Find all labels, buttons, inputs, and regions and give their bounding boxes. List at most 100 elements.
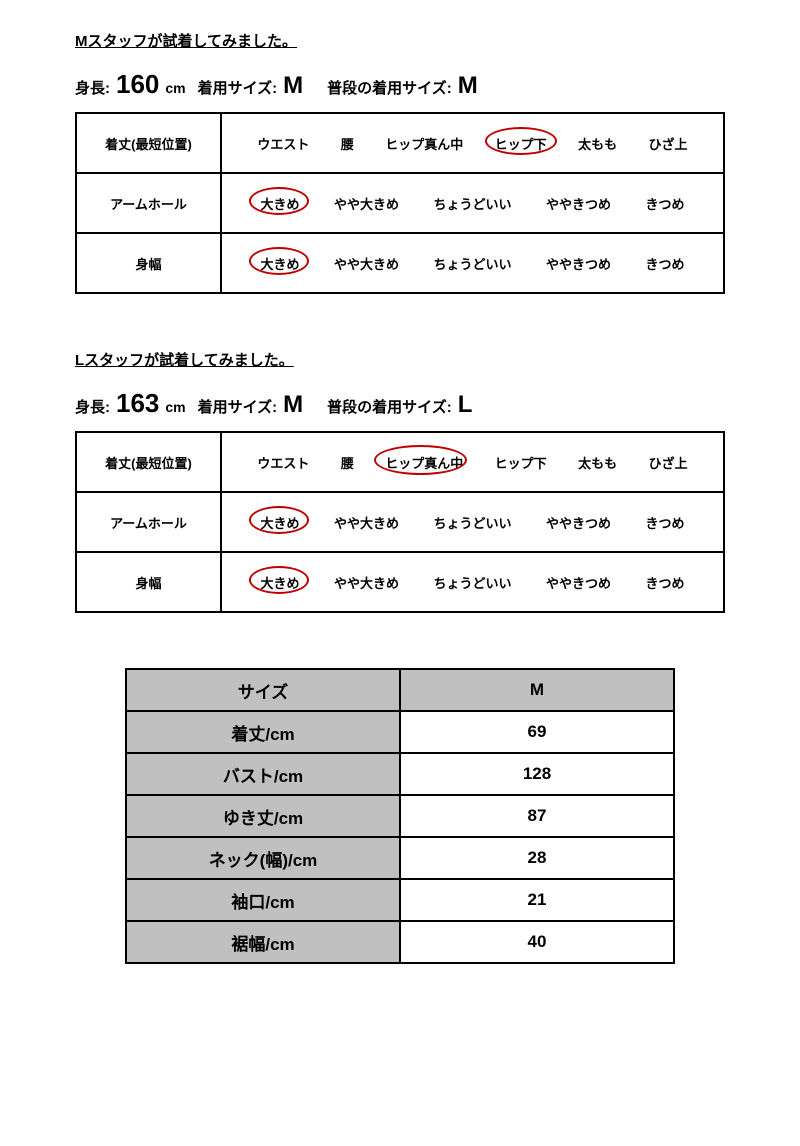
selection-circle — [374, 445, 467, 475]
staff-section-title: Lスタッフが試着してみました。 — [75, 349, 725, 370]
fit-options-wrap: 大きめ やや大きめ ちょうどいい ややきつめ きつめ — [222, 254, 723, 273]
fit-option: ちょうどいい — [433, 513, 511, 532]
sizes-row-value: 28 — [400, 837, 674, 879]
table-row: アームホール大きめやや大きめちょうどいいややきつめきつめ — [76, 173, 724, 233]
fit-row-label: 着丈(最短位置) — [76, 113, 221, 173]
fit-option: 太もも — [578, 453, 617, 472]
worn-size-value: M — [283, 72, 303, 100]
sizes-row-value: 40 — [400, 921, 674, 963]
worn-size-label: 着用サイズ: — [198, 396, 278, 417]
height-label: 身長: — [75, 77, 110, 98]
fit-option: ヒップ下 — [495, 134, 547, 153]
table-row: 着丈(最短位置)ウエスト腰ヒップ真ん中ヒップ下太ももひざ上 — [76, 113, 724, 173]
fit-options-wrap: ウエスト 腰 ヒップ真ん中 ヒップ下 太もも ひざ上 — [222, 453, 723, 472]
fit-option: ちょうどいい — [433, 254, 511, 273]
fit-options-cell: 大きめやや大きめちょうどいいややきつめきつめ — [221, 173, 724, 233]
fit-table: 着丈(最短位置)ウエスト腰ヒップ真ん中ヒップ下太ももひざ上アームホール大きめやや… — [75, 112, 725, 294]
sizes-header-cell: サイズ — [126, 669, 400, 711]
fit-row-label: 身幅 — [76, 552, 221, 612]
staff-info-line: 身長:163cm着用サイズ:M普段の着用サイズ:L — [75, 388, 725, 419]
selection-circle — [485, 127, 557, 155]
fit-option: ややきつめ — [546, 254, 611, 273]
table-row: ネック(幅)/cm28 — [126, 837, 674, 879]
fit-option: ヒップ下 — [495, 453, 547, 472]
fit-option: 大きめ — [260, 573, 299, 592]
fit-option: きつめ — [645, 513, 684, 532]
fit-options-cell: ウエスト腰ヒップ真ん中ヒップ下太ももひざ上 — [221, 113, 724, 173]
selection-circle — [249, 506, 309, 534]
usual-size-label: 普段の着用サイズ: — [327, 77, 452, 98]
height-value: 160 — [116, 69, 159, 100]
usual-size-value: L — [458, 391, 473, 419]
fit-option: やや大きめ — [334, 254, 399, 273]
fit-option: きつめ — [645, 254, 684, 273]
table-row: 裾幅/cm40 — [126, 921, 674, 963]
fit-option: 大きめ — [260, 513, 299, 532]
table-row: アームホール 大きめ やや大きめ ちょうどいい ややきつめ きつめ — [76, 492, 724, 552]
staff-section-title: Mスタッフが試着してみました。 — [75, 30, 725, 51]
fit-row-label: アームホール — [76, 173, 221, 233]
fit-row-label: アームホール — [76, 492, 221, 552]
fit-option: 太もも — [578, 134, 617, 153]
fit-row-label: 身幅 — [76, 233, 221, 293]
fit-option: ウエスト — [257, 134, 309, 153]
fit-option: ややきつめ — [546, 573, 611, 592]
fit-option: ちょうどいい — [433, 194, 511, 213]
fit-option: ヒップ真ん中 — [385, 134, 463, 153]
fit-options-wrap: 大きめ やや大きめ ちょうどいい ややきつめ きつめ — [222, 513, 723, 532]
table-row: バスト/cm128 — [126, 753, 674, 795]
fit-option: やや大きめ — [334, 194, 399, 213]
table-row: 身幅 大きめ やや大きめ ちょうどいい ややきつめ きつめ — [76, 233, 724, 293]
fit-option: ヒップ真ん中 — [385, 453, 463, 472]
table-row: 身幅 大きめ やや大きめ ちょうどいい ややきつめ きつめ — [76, 552, 724, 612]
sizes-wrap: サイズM着丈/cm69バスト/cm128ゆき丈/cm87ネック(幅)/cm28袖… — [75, 668, 725, 964]
fit-row-label: 着丈(最短位置) — [76, 432, 221, 492]
usual-size-value: M — [458, 72, 478, 100]
sizes-row-label: バスト/cm — [126, 753, 400, 795]
fit-option: やや大きめ — [334, 513, 399, 532]
fit-options-wrap: 大きめ やや大きめ ちょうどいい ややきつめ きつめ — [222, 573, 723, 592]
sizes-row-value: 128 — [400, 753, 674, 795]
sizes-table: サイズM着丈/cm69バスト/cm128ゆき丈/cm87ネック(幅)/cm28袖… — [125, 668, 675, 964]
worn-size-label: 着用サイズ: — [198, 77, 278, 98]
fit-option: きつめ — [645, 573, 684, 592]
sizes-header-cell: M — [400, 669, 674, 711]
sizes-row-label: 袖口/cm — [126, 879, 400, 921]
fit-options-cell: 大きめ やや大きめ ちょうどいい ややきつめ きつめ — [221, 552, 724, 612]
sizes-row-label: 裾幅/cm — [126, 921, 400, 963]
table-row: サイズM — [126, 669, 674, 711]
fit-option: ちょうどいい — [433, 573, 511, 592]
selection-circle — [249, 247, 309, 275]
fit-option: 腰 — [341, 134, 354, 153]
fit-options-wrap: 大きめやや大きめちょうどいいややきつめきつめ — [222, 194, 723, 213]
sizes-row-value: 21 — [400, 879, 674, 921]
fit-options-wrap: ウエスト腰ヒップ真ん中ヒップ下太ももひざ上 — [222, 134, 723, 153]
fit-options-cell: ウエスト 腰 ヒップ真ん中 ヒップ下 太もも ひざ上 — [221, 432, 724, 492]
usual-size-label: 普段の着用サイズ: — [327, 396, 452, 417]
height-unit: cm — [165, 80, 185, 96]
sizes-row-label: ゆき丈/cm — [126, 795, 400, 837]
worn-size-value: M — [283, 391, 303, 419]
fit-options-cell: 大きめ やや大きめ ちょうどいい ややきつめ きつめ — [221, 492, 724, 552]
fit-option: ひざ上 — [649, 453, 688, 472]
table-row: 袖口/cm21 — [126, 879, 674, 921]
sizes-row-label: ネック(幅)/cm — [126, 837, 400, 879]
fit-option: きつめ — [645, 194, 684, 213]
table-row: 着丈/cm69 — [126, 711, 674, 753]
selection-circle — [249, 566, 309, 594]
fit-option: やや大きめ — [334, 573, 399, 592]
table-row: 着丈(最短位置) ウエスト 腰 ヒップ真ん中 ヒップ下 太もも ひざ上 — [76, 432, 724, 492]
fit-options-cell: 大きめ やや大きめ ちょうどいい ややきつめ きつめ — [221, 233, 724, 293]
fit-option: 大きめ — [260, 254, 299, 273]
selection-circle — [249, 187, 309, 215]
height-label: 身長: — [75, 396, 110, 417]
fit-option: 腰 — [341, 453, 354, 472]
height-unit: cm — [165, 399, 185, 415]
sizes-row-value: 69 — [400, 711, 674, 753]
fit-option: ややきつめ — [546, 513, 611, 532]
fit-table: 着丈(最短位置)ウエスト腰ヒップ真ん中ヒップ下太ももひざ上アームホール大きめやや… — [75, 431, 725, 613]
fit-option: ウエスト — [257, 453, 309, 472]
fit-option: 大きめ — [260, 194, 299, 213]
sizes-row-value: 87 — [400, 795, 674, 837]
table-row: ゆき丈/cm87 — [126, 795, 674, 837]
